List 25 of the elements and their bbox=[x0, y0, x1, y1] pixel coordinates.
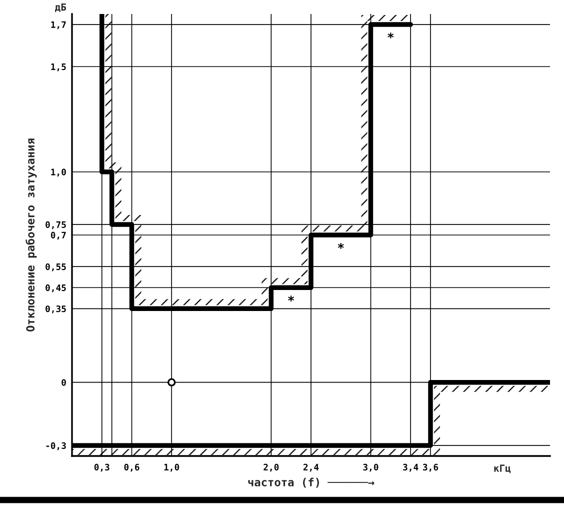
y-tick-label: 1,5 bbox=[51, 64, 66, 72]
x-tick-label: 3,4 bbox=[403, 464, 418, 472]
annotation: * bbox=[288, 296, 294, 302]
x-axis-title: частота (f) ──────→ bbox=[248, 478, 374, 488]
y-tick-label: 0,55 bbox=[46, 263, 66, 272]
y-tick-label: 0,7 bbox=[50, 232, 66, 240]
text: кГц bbox=[494, 464, 511, 474]
x-tick-label: 1,0 bbox=[164, 464, 180, 472]
x-tick-label: 3,6 bbox=[423, 464, 438, 472]
x-tick-label: 2,0 bbox=[264, 464, 279, 472]
x-tick-label: 0,3 bbox=[94, 464, 110, 472]
y-tick-label: 0 bbox=[62, 379, 66, 386]
text: дБ bbox=[55, 4, 66, 12]
annotation: * bbox=[338, 243, 344, 249]
x-tick-label: 2,4 bbox=[303, 464, 319, 472]
y-tick-label: 1,0 bbox=[51, 168, 66, 176]
y-axis-title: Отклонение рабочего затухания bbox=[26, 138, 37, 332]
y-tick-label: 0,35 bbox=[46, 305, 66, 314]
x-tick-label: 0,6 bbox=[124, 464, 140, 472]
x-tick-label: 3,0 bbox=[363, 464, 378, 472]
y-tick-label: 0,45 bbox=[46, 284, 66, 292]
y-tick-label: 0,75 bbox=[46, 221, 66, 230]
annotation: * bbox=[388, 32, 394, 38]
y-tick-label: -0,3 bbox=[46, 442, 66, 450]
y-tick-label: 1,7 bbox=[51, 21, 66, 30]
